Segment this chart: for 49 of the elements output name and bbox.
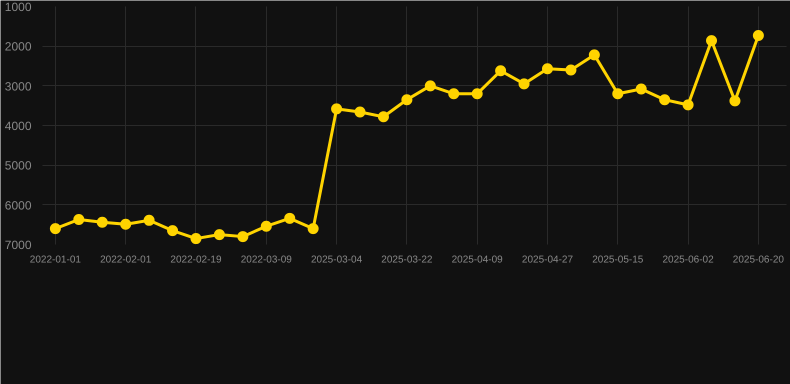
- y-tick-label: 2000: [4, 40, 32, 54]
- point: [120, 218, 132, 230]
- x-tick-label: 2025-03-22: [381, 254, 433, 266]
- x-tick-label: 2025-06-02: [662, 254, 714, 266]
- y-tick-label: 6000: [4, 198, 32, 212]
- point: [565, 64, 576, 76]
- point: [354, 106, 366, 118]
- point: [167, 225, 178, 236]
- point: [448, 88, 460, 100]
- point: [237, 231, 248, 242]
- point: [331, 103, 342, 114]
- point: [682, 99, 694, 110]
- point: [96, 216, 108, 228]
- y-tick-label: 1000: [4, 0, 32, 14]
- point: [50, 223, 61, 234]
- point: [659, 94, 670, 106]
- x-tick-label: 2025-05-15: [592, 254, 644, 266]
- point: [424, 80, 436, 92]
- point: [612, 88, 624, 100]
- point: [706, 35, 718, 46]
- point: [542, 63, 553, 74]
- y-tick-label: 7000: [4, 238, 32, 252]
- point: [472, 88, 483, 100]
- point: [190, 233, 202, 244]
- y-tick-label: 3000: [4, 79, 32, 94]
- point: [284, 212, 296, 224]
- point: [214, 229, 225, 240]
- x-tick-label: 2022-03-09: [240, 254, 292, 266]
- point: [378, 111, 389, 122]
- x-tick-label: 2025-04-09: [452, 254, 504, 266]
- y-tick-label: 4000: [4, 119, 32, 133]
- x-tick-label: 2025-06-20: [732, 254, 784, 266]
- point: [144, 214, 155, 226]
- point: [588, 49, 600, 60]
- point: [495, 65, 506, 76]
- point: [518, 78, 530, 90]
- point: [401, 94, 412, 106]
- point: [260, 220, 272, 232]
- point: [636, 84, 647, 94]
- x-tick-label: 2022-02-01: [100, 254, 152, 266]
- x-tick-label: 2025-04-27: [522, 254, 574, 266]
- x-tick-label: 2025-03-04: [311, 254, 363, 266]
- x-tick-label: 2022-01-01: [30, 254, 82, 266]
- point: [73, 214, 84, 225]
- x-tick-label: 2022-02-19: [170, 254, 222, 266]
- point: [308, 223, 319, 234]
- y-tick-label: 5000: [4, 158, 32, 173]
- point: [729, 95, 740, 106]
- point: [752, 30, 764, 41]
